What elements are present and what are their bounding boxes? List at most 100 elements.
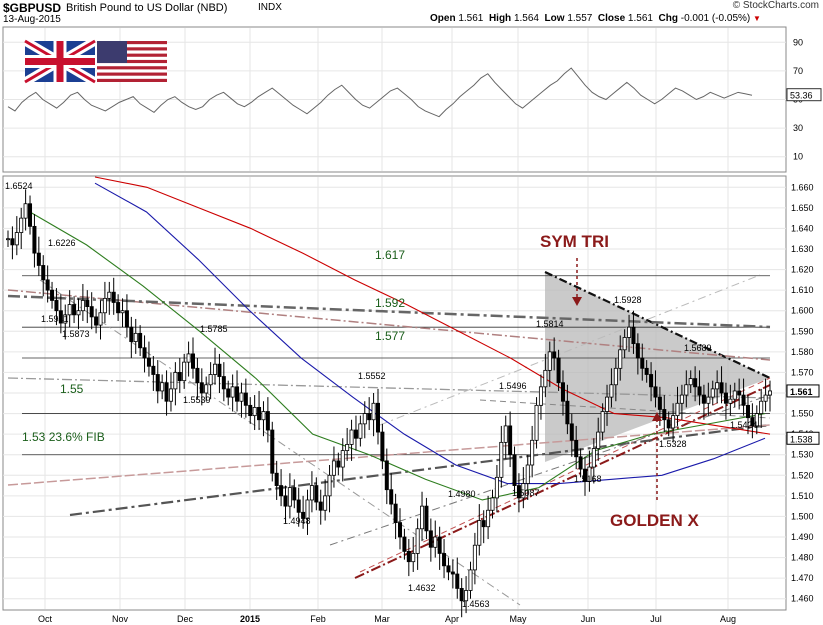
candle-body [649,374,654,388]
candle-body [261,411,266,421]
exchange: INDX [258,2,282,13]
candle-body [675,402,680,417]
price-point-label: 1.4563 [462,599,490,609]
us-stripe [97,41,167,45]
candle-body [754,413,759,427]
candle-body [693,378,698,388]
price-point-label: 1.5539 [183,395,211,405]
fib-label: 1.617 [375,248,405,262]
candle-body [375,402,380,433]
price-tick-label: 1.660 [791,182,814,192]
open-value: 1.561 [458,13,484,24]
candle-body [248,404,253,417]
symbol: $GBPUSD [3,1,62,15]
candle-body [243,392,248,406]
candle-body [653,386,658,398]
golden-x-label: GOLDEN X [610,511,699,530]
chart-header: $GBPUSD British Pound to US Dollar (NBD)… [0,0,823,26]
candle-body [19,217,24,233]
candle-body [85,300,90,307]
up-arrow-icon [652,412,662,421]
candle-body [265,411,270,431]
candle-body [424,505,429,532]
us-stripe [97,78,167,82]
fib-label: 1.577 [375,329,405,343]
fib-label: 1.55 [60,382,84,396]
price-value-label: 1.561 [790,387,813,397]
candle-body [41,265,46,281]
candle-body [706,396,711,404]
candle-body [340,450,345,468]
candle-body [349,429,354,445]
candle-body [481,520,486,528]
candle-body [168,388,173,402]
trend-line [39,279,521,606]
indicator-line [7,67,753,118]
candle-body [173,372,178,390]
candle-body [587,466,592,482]
candle-body [768,390,773,396]
price-point-label: 1.6226 [48,238,76,248]
price-tick-label: 1.500 [791,511,814,521]
candle-body [14,232,19,246]
candle-body [591,448,596,468]
candle-body [442,553,447,567]
candle-body [411,553,416,563]
candle-body [111,291,116,303]
month-label: Jul [650,614,662,624]
candle-body [195,367,200,384]
us-stripe [97,59,167,64]
candle-body [538,386,543,406]
candle-body [600,411,605,433]
candle-body [499,441,504,478]
candle-body [552,351,557,359]
candle-body [182,361,187,382]
candle-body [199,382,204,394]
candle-body [28,203,33,227]
candle-body [389,489,394,505]
candle-body [635,343,640,359]
price-point-label: 1.5328 [659,439,687,449]
candle-body [671,415,676,429]
candle-body [486,509,491,528]
candle-body [622,337,627,351]
price-tick-label: 1.610 [791,285,814,295]
price-point-label: 1.5941 [41,314,69,324]
candle-body [583,468,588,482]
candle-body [274,472,279,486]
candle-body [459,588,464,602]
candle-body [67,304,72,316]
price-tick-label: 1.490 [791,532,814,542]
price-point-label: 1.5689 [684,343,712,353]
indicator-value-box [786,88,822,102]
price-point-label: 1.5087 [512,488,540,498]
candle-body [609,384,614,398]
trend-line [354,384,771,579]
sym-tri-label: SYM TRI [540,232,609,251]
candle-body [239,392,244,402]
close-value: 1.561 [627,13,653,24]
price-tick-label: 1.600 [791,306,814,316]
candle-body [63,314,68,324]
chg-label: Chg [658,13,678,24]
candle-body [433,536,438,548]
price-point-label: 1.6524 [5,181,33,191]
high-value: 1.564 [513,13,539,24]
candle-body [679,394,684,404]
candle-body [512,454,517,486]
candle-body [133,332,138,342]
price-tick-label: 1.460 [791,594,814,604]
candle-body [719,382,724,394]
candle-body [362,413,367,425]
high-label: High [488,13,512,24]
price-tick-label: 1.590 [791,326,814,336]
price-tick-label: 1.530 [791,450,814,460]
candle-body [464,590,469,602]
candle-body [662,409,667,421]
candle-body [402,536,407,552]
candle-body [613,367,618,386]
indicator-tick-label: 70 [793,66,803,76]
candle-body [151,365,156,375]
candle-body [138,332,143,349]
candle-body [190,353,195,369]
